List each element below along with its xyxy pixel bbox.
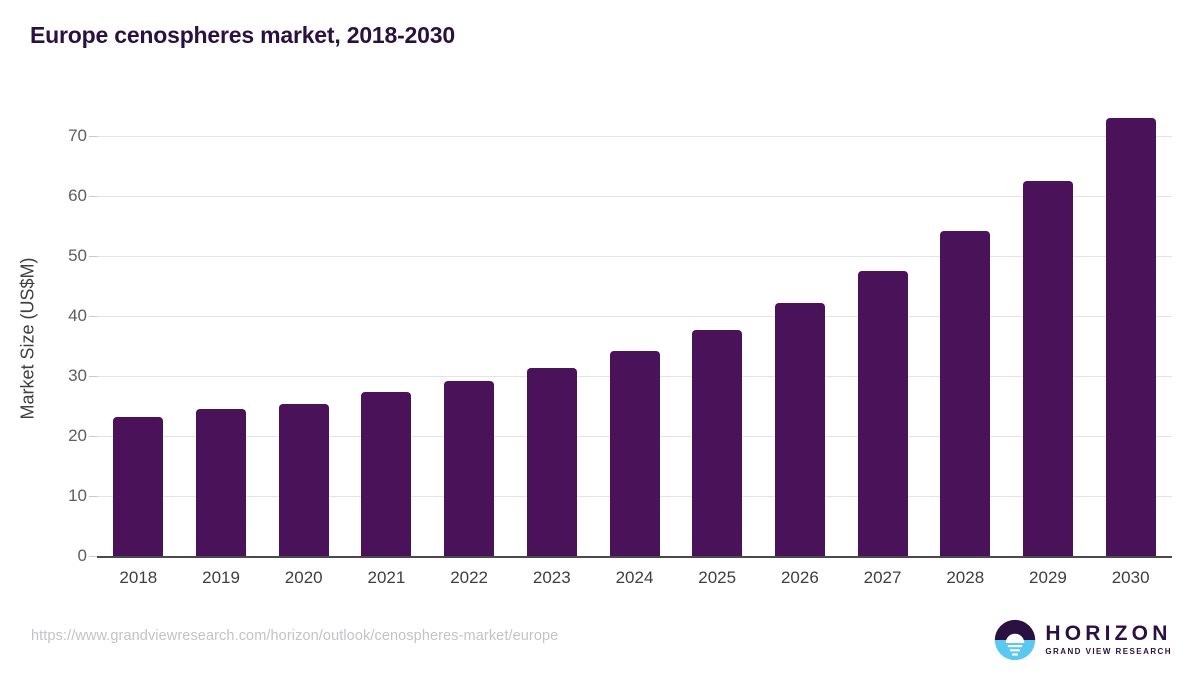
y-tick-label: 70	[68, 126, 87, 145]
gridline	[97, 316, 1172, 317]
x-tick-label: 2027	[863, 568, 902, 587]
horizon-sun-circle-icon	[995, 619, 1036, 661]
y-tick-mark	[89, 316, 97, 317]
logo-tagline: GRAND VIEW RESEARCH	[1045, 647, 1172, 657]
x-tick-label: 2028	[946, 568, 985, 587]
bar[interactable]	[196, 409, 247, 556]
y-tick-mark	[89, 376, 97, 377]
x-tick-label: 2029	[1029, 568, 1067, 587]
logo-wordmark: HORIZON	[1045, 622, 1172, 646]
x-tick-label: 2024	[615, 568, 654, 587]
bar[interactable]	[278, 404, 329, 556]
y-tick-mark	[89, 436, 97, 437]
bars-group	[97, 100, 1172, 556]
bar[interactable]	[361, 392, 412, 556]
y-axis-title: Market Size (US$M)	[17, 257, 38, 420]
x-tick-label: 2021	[367, 568, 406, 587]
bar[interactable]	[444, 381, 495, 556]
horizon-logo: HORIZON GRAND VIEW RESEARCH	[994, 618, 1172, 662]
y-tick-label: 30	[68, 366, 87, 385]
y-tick-mark	[89, 556, 97, 557]
x-tick-label: 2023	[532, 568, 571, 587]
bar[interactable]	[1105, 118, 1156, 556]
bar[interactable]	[692, 329, 743, 556]
y-tick-label: 20	[68, 426, 87, 445]
y-tick-label: 0	[77, 546, 87, 565]
page-title: Europe cenospheres market, 2018-2030	[30, 22, 455, 48]
y-tick-mark	[89, 496, 97, 497]
bar[interactable]	[609, 350, 660, 556]
gridline	[97, 256, 1172, 257]
bar[interactable]	[940, 230, 991, 556]
bar[interactable]	[774, 302, 825, 556]
x-tick-label: 2022	[450, 568, 489, 587]
gridline	[97, 136, 1172, 137]
bar[interactable]	[526, 367, 577, 556]
x-axis-line	[97, 556, 1172, 558]
y-tick-label: 50	[68, 246, 87, 265]
bar[interactable]	[113, 417, 164, 556]
y-tick-label: 40	[68, 306, 87, 325]
bar[interactable]	[1022, 181, 1073, 556]
x-tick-label: 2018	[119, 568, 158, 587]
bar[interactable]	[857, 271, 908, 556]
x-tick-label: 2020	[284, 568, 323, 587]
y-tick-mark	[89, 256, 97, 257]
x-tick-label: 2026	[780, 568, 819, 587]
y-tick-mark	[89, 196, 97, 197]
x-tick-label: 2019	[202, 568, 240, 587]
x-tick-label: 2025	[698, 568, 737, 587]
gridline	[97, 196, 1172, 197]
source-url-label: https://www.grandviewresearch.com/horizo…	[31, 628, 559, 644]
y-tick-label: 10	[68, 486, 87, 505]
x-tick-label: 2030	[1111, 568, 1150, 587]
logo-text-block: HORIZON GRAND VIEW RESEARCH	[1045, 623, 1172, 657]
y-tick-mark	[89, 136, 97, 137]
y-tick-label: 60	[68, 186, 87, 205]
